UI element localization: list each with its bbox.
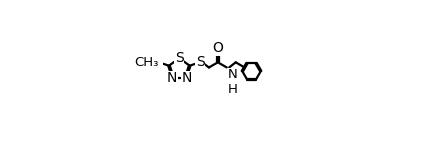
Text: S: S (175, 51, 184, 65)
Text: N: N (181, 71, 192, 85)
Text: CH₃: CH₃ (134, 56, 159, 69)
Text: N: N (167, 71, 177, 85)
Text: S: S (196, 55, 205, 69)
Text: O: O (212, 41, 223, 55)
Text: N
H: N H (228, 68, 238, 96)
